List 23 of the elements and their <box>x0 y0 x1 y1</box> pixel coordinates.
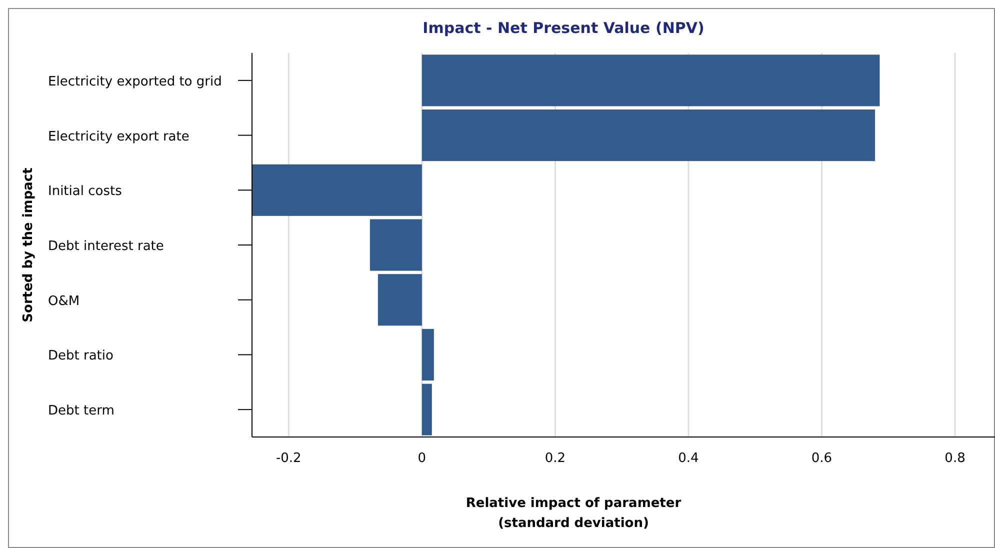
x-tick-label: 0.2 <box>544 451 566 466</box>
x-tick-label: -0.2 <box>276 451 302 466</box>
y-tick-label: Debt interest rate <box>48 239 164 254</box>
x-tick-label: 0.8 <box>944 451 966 466</box>
y-tick-label: Electricity exported to grid <box>48 74 222 90</box>
x-tick-label: 0.4 <box>678 451 699 466</box>
y-tick-label: Initial costs <box>48 184 122 200</box>
y-tick-label: Debt term <box>48 404 114 419</box>
bar <box>422 384 432 436</box>
x-tick-label: 0 <box>418 451 426 466</box>
bar <box>378 274 422 326</box>
bar <box>370 219 422 271</box>
y-tick-label: Electricity export rate <box>48 129 190 144</box>
y-axis-title: Sorted by the impact <box>21 168 36 322</box>
y-tick-label: Debt ratio <box>48 348 114 364</box>
x-axis-title: Relative impact of parameter (standard deviation) <box>466 496 682 531</box>
bar <box>252 164 422 216</box>
bar <box>422 328 434 380</box>
x-tick-label: 0.6 <box>811 451 832 466</box>
y-tick-label: O&M <box>48 294 80 309</box>
chart-title: Impact - Net Present Value (NPV) <box>422 19 704 37</box>
bar <box>422 110 876 162</box>
bar <box>422 54 880 106</box>
